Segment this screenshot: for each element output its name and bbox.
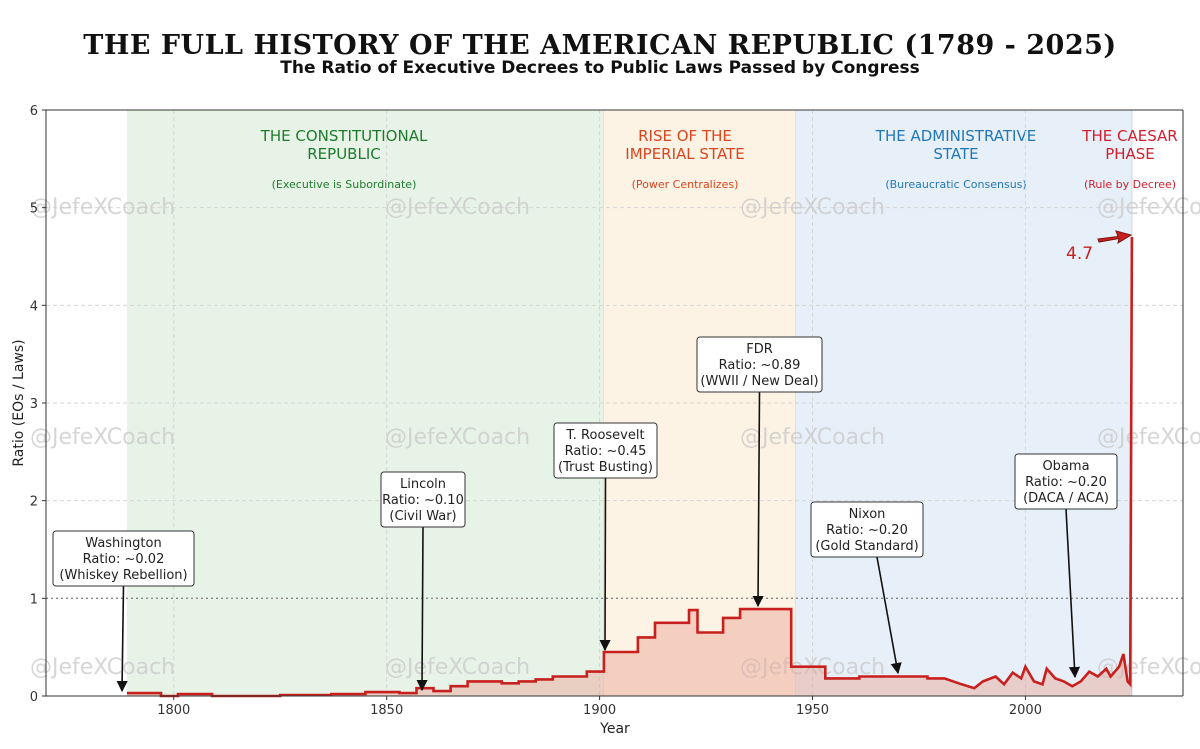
annotation-text: Nixon	[849, 507, 886, 522]
page-subtitle: The Ratio of Executive Decrees to Public…	[280, 58, 920, 78]
annotation-arrow	[416, 526, 428, 692]
y-tick-label: 1	[30, 592, 38, 607]
annotation-arrow	[876, 556, 902, 675]
watermark: @JefeXCoach	[740, 195, 885, 220]
watermark: @JefeXCoach	[385, 425, 530, 450]
annotation-box	[380, 471, 466, 528]
era-title: THE CONSTITUTIONAL	[260, 127, 428, 145]
annotation-text: (DACA / ACA)	[1023, 491, 1109, 506]
x-axis-title: Year	[599, 721, 630, 737]
era-title: THE ADMINISTRATIVE	[875, 127, 1036, 145]
annotation-text: (Gold Standard)	[815, 539, 918, 554]
annotation-arrow	[116, 585, 128, 693]
annotation-text: (Trust Busting)	[558, 460, 653, 475]
annotation-text: (WWII / New Deal)	[700, 374, 818, 389]
annotation-text: Ratio: ~0.20	[1025, 475, 1107, 490]
watermark: @JefeXCoach	[740, 425, 885, 450]
annotation-text: (Civil War)	[389, 509, 456, 524]
era-title: STATE	[933, 145, 978, 163]
watermark: @JefeXCoach	[30, 195, 175, 220]
era-subtitle: (Power Centralizes)	[632, 178, 739, 191]
annotation-arrow	[1065, 508, 1081, 679]
x-tick-label: 1900	[583, 703, 616, 718]
era-title: RISE OF THE	[638, 127, 732, 145]
callout-arrow	[1097, 230, 1133, 245]
annotation-text: Ratio: ~0.45	[565, 444, 647, 459]
era-title: THE CAESAR	[1081, 127, 1177, 145]
x-tick-label: 1800	[157, 703, 190, 718]
era-title: PHASE	[1105, 145, 1155, 163]
era-title: REPUBLIC	[307, 145, 380, 163]
annotation-text: Washington	[85, 536, 161, 551]
page-title: THE FULL HISTORY OF THE AMERICAN REPUBLI…	[83, 30, 1117, 61]
annotation-box	[1014, 453, 1118, 510]
annotation-text: Ratio: ~0.10	[382, 493, 464, 508]
y-tick-label: 5	[30, 202, 38, 217]
annotation-box	[696, 336, 823, 393]
annotation-text: T. Roosevelt	[565, 428, 644, 443]
annotation-text: Obama	[1042, 459, 1089, 474]
era-subtitle: (Bureaucratic Consensus)	[885, 178, 1026, 191]
watermark: @JefeXCoach	[1097, 425, 1200, 450]
watermark: @JefeXCoach	[30, 655, 175, 680]
annotation-text: FDR	[746, 342, 773, 357]
era-title: IMPERIAL STATE	[625, 145, 744, 163]
annotation-text: Ratio: ~0.02	[83, 552, 165, 567]
era-subtitle: (Executive is Subordinate)	[272, 178, 417, 191]
series-line	[126, 236, 1134, 698]
annotation-text: Ratio: ~0.20	[826, 523, 908, 538]
watermark: @JefeXCoach	[385, 655, 530, 680]
y-tick-label: 3	[30, 397, 38, 412]
annotation-text: Lincoln	[400, 477, 446, 492]
annotation-box	[810, 501, 924, 558]
x-tick-label: 2000	[1009, 703, 1042, 718]
y-axis-title: Ratio (EOs / Laws)	[11, 339, 27, 466]
x-tick-label: 1950	[796, 703, 829, 718]
callout-label: 4.7	[1066, 244, 1093, 264]
era-subtitle: (Rule by Decree)	[1084, 178, 1176, 191]
annotation-box	[52, 530, 195, 587]
y-tick-label: 0	[30, 690, 38, 705]
x-tick-label: 1850	[370, 703, 403, 718]
annotation-arrow	[752, 391, 764, 608]
watermark: @JefeXCoach	[30, 425, 175, 450]
y-tick-label: 6	[30, 104, 38, 119]
watermark: @JefeXCoach	[385, 195, 530, 220]
annotation-box	[553, 422, 658, 479]
annotation-arrow	[599, 477, 611, 652]
watermark: @JefeXCoach	[1097, 195, 1200, 220]
y-tick-label: 2	[30, 495, 38, 510]
annotation-text: (Whiskey Rebellion)	[59, 568, 187, 583]
y-tick-label: 4	[30, 299, 38, 314]
annotation-text: Ratio: ~0.89	[719, 358, 801, 373]
